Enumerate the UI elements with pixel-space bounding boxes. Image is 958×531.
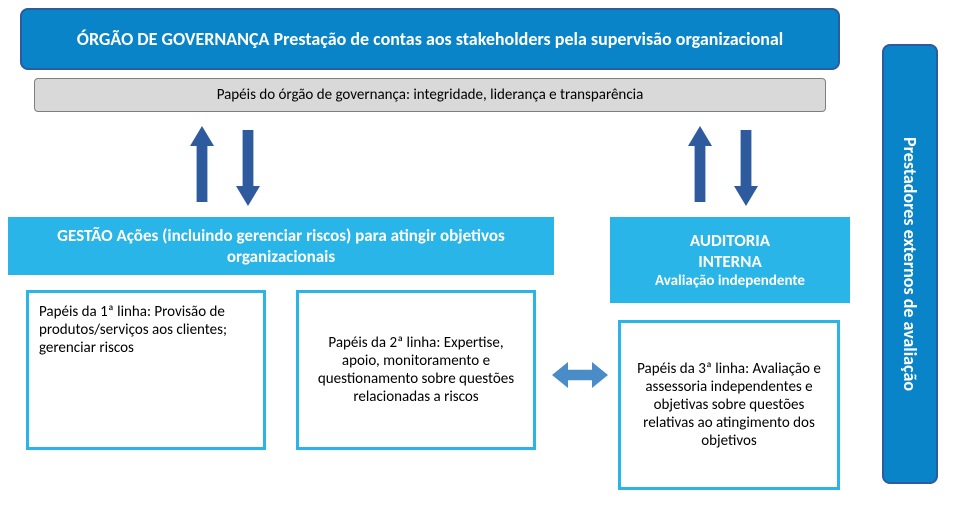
auditoria-header: AUDITORIA INTERNA Avaliação independente xyxy=(608,215,852,305)
gestao-header-text: GESTÃO Ações (incluindo gerenciar riscos… xyxy=(8,225,554,267)
gestao-header: GESTÃO Ações (incluindo gerenciar riscos… xyxy=(6,215,556,277)
linha1-text: Papéis da 1ª linha: Provisão de produtos… xyxy=(39,303,253,357)
linha3-box: Papéis da 3ª linha: Avaliação e assessor… xyxy=(618,320,840,490)
arrow-bi-icon xyxy=(552,362,608,388)
arrow-down-1-icon xyxy=(236,130,260,206)
arrow-up-1-icon xyxy=(190,126,214,202)
auditoria-line3: Avaliação independente xyxy=(655,272,805,290)
linha2-text: Papéis da 2ª linha: Expertise, apoio, mo… xyxy=(309,334,523,406)
linha3-text: Papéis da 3ª linha: Avaliação e assessor… xyxy=(631,360,827,450)
linha1-box: Papéis da 1ª linha: Provisão de produtos… xyxy=(26,290,266,450)
governance-roles-bar: Papéis do órgão de governança: integrida… xyxy=(34,78,826,112)
governance-header-text: ÓRGÃO DE GOVERNANÇA Prestação de contas … xyxy=(77,28,783,50)
linha2-box: Papéis da 2ª linha: Expertise, apoio, mo… xyxy=(296,290,536,450)
external-providers-text: Prestadores externos de avaliação xyxy=(899,137,921,391)
auditoria-line1: AUDITORIA xyxy=(690,230,770,251)
governance-header: ÓRGÃO DE GOVERNANÇA Prestação de contas … xyxy=(20,8,840,70)
arrow-down-2-icon xyxy=(734,130,758,206)
arrow-up-2-icon xyxy=(688,126,712,202)
auditoria-line2: INTERNA xyxy=(698,251,762,272)
external-providers-box: Prestadores externos de avaliação xyxy=(882,44,938,484)
governance-roles-text: Papéis do órgão de governança: integrida… xyxy=(217,86,644,104)
